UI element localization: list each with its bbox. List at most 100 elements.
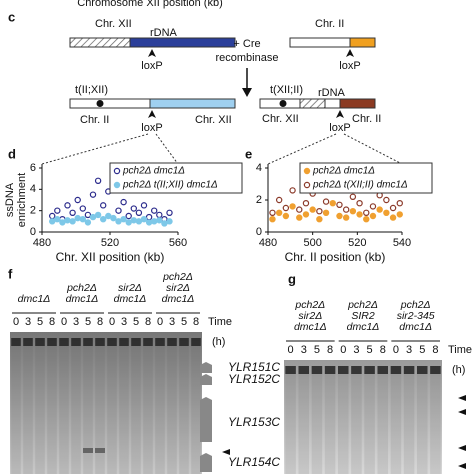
time-axis-label: Time <box>208 316 232 328</box>
chr-label: Chr. XII <box>195 114 232 126</box>
smear <box>35 346 45 474</box>
x-tick-label: 520 <box>101 237 119 249</box>
point <box>269 209 276 216</box>
smear <box>95 346 105 474</box>
point <box>79 205 87 212</box>
legend-marker <box>113 181 121 189</box>
chr-segment <box>289 37 351 48</box>
strain-label: dmc1Δ <box>66 293 99 305</box>
band <box>403 366 415 374</box>
strain-label: dmc1Δ <box>18 293 51 305</box>
x-tick-label: 480 <box>33 237 51 249</box>
point <box>120 215 127 223</box>
point <box>316 207 323 215</box>
point <box>59 219 66 226</box>
point <box>150 207 158 214</box>
centromere <box>96 100 104 107</box>
band <box>143 338 153 346</box>
point <box>282 204 290 212</box>
point <box>84 211 92 219</box>
band <box>59 338 69 346</box>
point <box>140 215 148 223</box>
cre-label: recombinase <box>216 52 279 64</box>
point <box>145 219 153 226</box>
y-axis-label: ssDNA <box>4 182 16 217</box>
time-label: 3 <box>353 344 359 356</box>
time-label: 0 <box>157 316 163 328</box>
time-label: 5 <box>133 316 139 328</box>
x-axis-label: Chr. II position (kb) <box>285 250 386 264</box>
time-label: 5 <box>367 344 373 356</box>
point <box>140 202 148 209</box>
arrowhead <box>458 445 466 451</box>
time-unit: (h) <box>212 336 225 348</box>
point <box>89 213 97 221</box>
zoom-line <box>41 133 403 165</box>
time-label: 3 <box>406 344 412 356</box>
point <box>349 207 357 215</box>
gene-arrow <box>200 374 212 385</box>
point <box>275 196 283 204</box>
point <box>84 219 92 226</box>
strain-label: pch2Δ <box>400 299 431 311</box>
band <box>179 338 189 346</box>
time-label: 8 <box>432 344 438 356</box>
point <box>302 199 310 207</box>
band <box>430 366 441 374</box>
time-label: 8 <box>380 344 386 356</box>
band <box>131 338 141 346</box>
rdna-label: rDNA <box>318 87 346 99</box>
smear <box>119 346 129 474</box>
point <box>369 203 377 210</box>
time-label: 8 <box>193 316 199 328</box>
band <box>47 338 57 346</box>
time-label: 5 <box>181 316 187 328</box>
strain-label: dmc1Δ <box>399 321 432 333</box>
chr-label: Chr. II <box>315 18 344 30</box>
smear <box>377 374 389 474</box>
loxp-label: loxP <box>141 122 162 134</box>
point <box>130 217 137 224</box>
panel-label: e <box>245 146 252 161</box>
time-label: 8 <box>327 344 333 356</box>
chr-segment <box>69 37 131 48</box>
y-tick-label: 2 <box>256 194 262 206</box>
point <box>64 202 71 209</box>
point <box>316 215 323 223</box>
strain-label: pch2Δ <box>347 299 378 311</box>
band <box>95 448 105 453</box>
strain-label: SIR2 <box>351 310 375 322</box>
smear <box>107 346 117 474</box>
point <box>49 212 56 220</box>
point <box>356 199 363 207</box>
time-label: 0 <box>109 316 115 328</box>
y-tick-label: 2 <box>30 205 36 217</box>
smear <box>403 374 415 474</box>
smear <box>416 374 428 474</box>
centromere <box>279 100 287 107</box>
band <box>377 366 389 374</box>
loxp-label: loxP <box>339 60 360 72</box>
band <box>23 338 33 346</box>
time-label: 0 <box>13 316 19 328</box>
strain-label: pch2Δ <box>162 271 193 283</box>
y-tick-label: 4 <box>256 162 262 174</box>
strain-label: sir2Δ <box>118 282 142 294</box>
point <box>383 196 390 204</box>
chr-segment <box>324 98 341 109</box>
point <box>269 215 276 223</box>
point <box>54 215 61 223</box>
band <box>311 366 323 374</box>
strain-label: sir2Δ <box>166 282 190 294</box>
cre-label: + Cre <box>233 38 260 50</box>
point <box>363 209 370 216</box>
smear <box>47 346 57 474</box>
x-tick-label: 520 <box>348 237 366 249</box>
point <box>322 209 330 216</box>
point <box>156 217 163 224</box>
legend-marker <box>303 167 311 175</box>
chr-label: Chr. II <box>352 113 381 125</box>
point <box>336 212 343 220</box>
time-label: 5 <box>314 344 320 356</box>
arrowhead <box>458 395 466 401</box>
